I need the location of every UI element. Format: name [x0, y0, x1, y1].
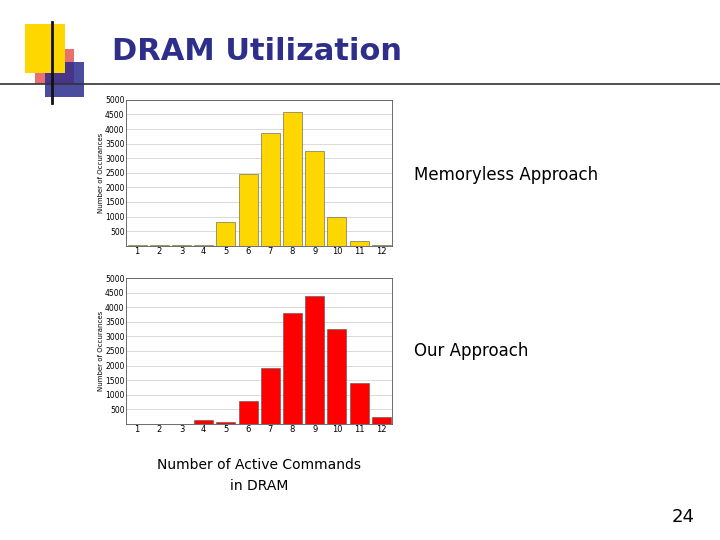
Bar	[283, 112, 302, 246]
Bar	[350, 241, 369, 246]
Text: Our Approach: Our Approach	[414, 342, 528, 360]
Y-axis label: Number of Occurances: Number of Occurances	[98, 133, 104, 213]
Bar	[283, 313, 302, 424]
Bar	[328, 217, 346, 246]
Bar	[217, 422, 235, 424]
Bar	[238, 401, 258, 424]
Bar	[305, 151, 324, 246]
Bar	[372, 417, 391, 424]
Bar	[238, 174, 258, 246]
Bar	[261, 133, 280, 246]
Text: Memoryless Approach: Memoryless Approach	[414, 166, 598, 185]
Bar	[194, 245, 213, 246]
Bar	[328, 329, 346, 424]
Text: DRAM Utilization: DRAM Utilization	[112, 37, 402, 66]
Text: in DRAM: in DRAM	[230, 479, 289, 493]
Bar	[350, 383, 369, 424]
Text: 24: 24	[672, 509, 695, 526]
Bar	[305, 295, 324, 424]
Text: Number of Active Commands: Number of Active Commands	[157, 458, 361, 472]
Bar	[194, 420, 213, 424]
Y-axis label: Number of Occurances: Number of Occurances	[98, 311, 104, 391]
Bar	[217, 222, 235, 246]
Bar	[372, 245, 391, 246]
Bar	[261, 368, 280, 424]
